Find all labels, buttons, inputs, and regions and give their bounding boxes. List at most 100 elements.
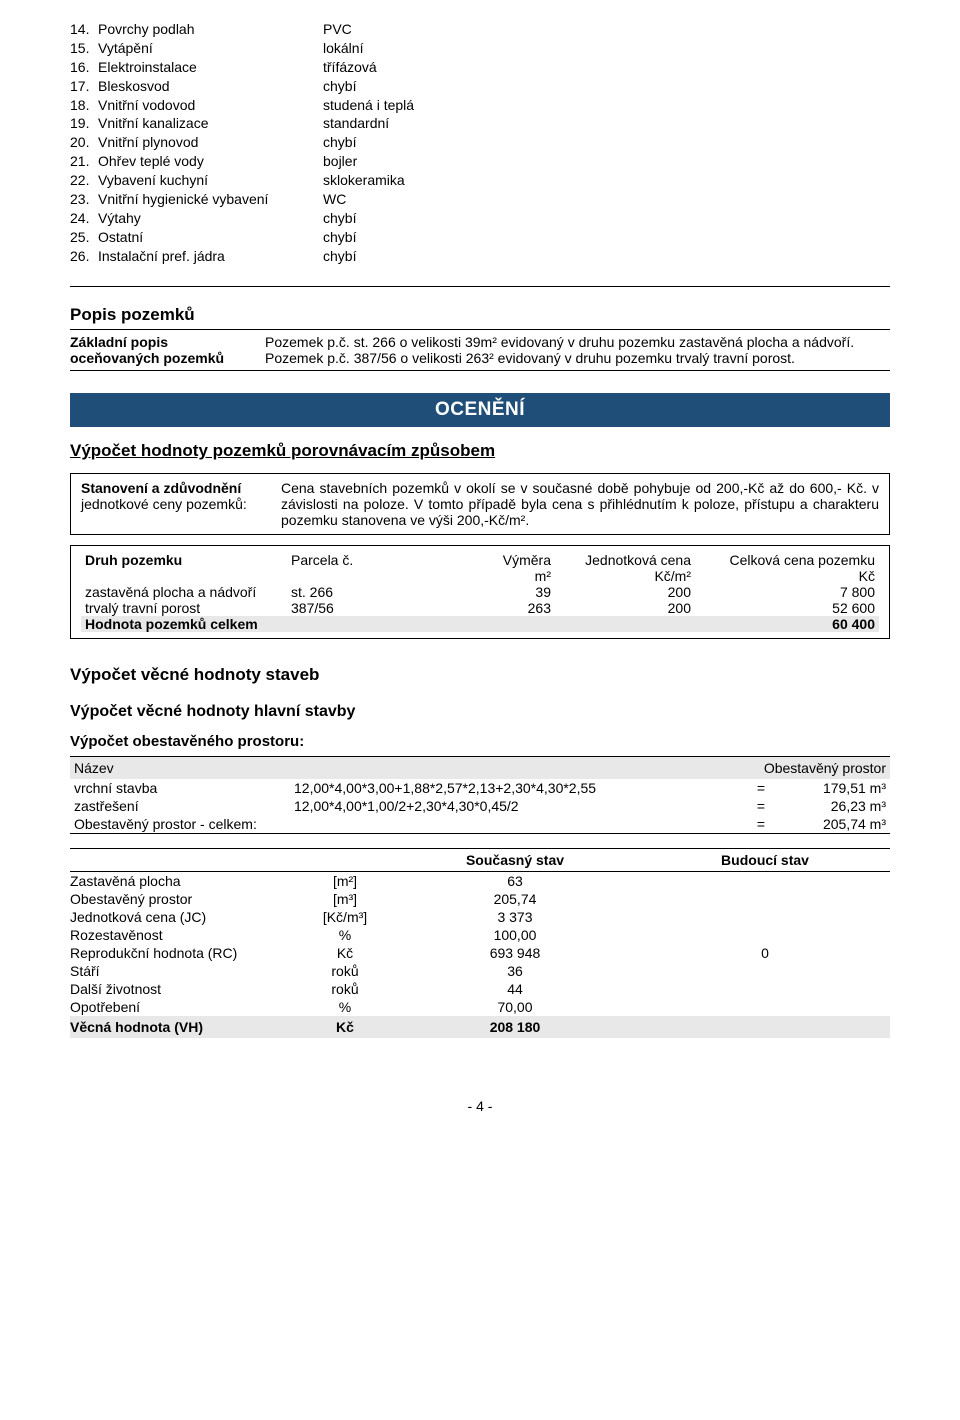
attr-row: 26.Instalační pref. jádrachybí <box>70 247 890 266</box>
oceneni-banner: OCENĚNÍ <box>70 393 890 427</box>
attr-num: 26. <box>70 247 98 266</box>
stav-s2 <box>640 873 890 889</box>
attr-row: 19.Vnitřní kanalizacestandardní <box>70 114 890 133</box>
attr-num: 16. <box>70 58 98 77</box>
obest-v: 179,51 m³ <box>776 780 886 796</box>
attr-num: 14. <box>70 20 98 39</box>
stav-l: Další životnost <box>70 981 300 997</box>
attr-val: chybí <box>323 247 356 266</box>
popis-right-1: Pozemek p.č. st. 266 o velikosti 39m² ev… <box>265 334 890 350</box>
attr-val: chybí <box>323 77 356 96</box>
popis-right: Pozemek p.č. st. 266 o velikosti 39m² ev… <box>265 334 890 366</box>
stav-row: Obestavěný prostor[m³]205,74 <box>70 890 890 908</box>
attribute-list: 14.Povrchy podlahPVC15.Vytápěnílokální16… <box>70 20 890 266</box>
attr-row: 23.Vnitřní hygienické vybaveníWC <box>70 190 890 209</box>
attr-row: 15.Vytápěnílokální <box>70 39 890 58</box>
land-c1: zastavěná plocha a nádvoří <box>81 584 291 600</box>
obest-table: Název Obestavěný prostor vrchní stavba12… <box>70 756 890 834</box>
attr-val: standardní <box>323 114 389 133</box>
attr-label: Elektroinstalace <box>98 58 323 77</box>
stav-l: Obestavěný prostor <box>70 891 300 907</box>
attr-row: 14.Povrchy podlahPVC <box>70 20 890 39</box>
stav-row: Další životnostroků44 <box>70 980 890 998</box>
obest-head: Název Obestavěný prostor <box>70 757 890 779</box>
land-c4: 200 <box>551 600 691 616</box>
popis-left: Základní popis oceňovaných pozemků <box>70 334 265 366</box>
land-c4: 200 <box>551 584 691 600</box>
obest-h-n: Název <box>74 760 324 776</box>
attr-row: 20.Vnitřní plynovodchybí <box>70 133 890 152</box>
attr-val: třífázová <box>323 58 377 77</box>
stav-t-u: Kč <box>300 1019 390 1035</box>
land-h-c4: Jednotková cena <box>551 552 691 568</box>
land-c3: 39 <box>421 584 551 600</box>
stav-u: roků <box>300 963 390 979</box>
attr-label: Vnitřní plynovod <box>98 133 323 152</box>
stav-row: Zastavěná plocha[m²]63 <box>70 872 890 890</box>
stav-u: Kč <box>300 945 390 961</box>
obest-n: vrchní stavba <box>74 780 294 796</box>
stav-u: % <box>300 999 390 1015</box>
land-total-label: Hodnota pozemků celkem <box>81 616 719 632</box>
attr-row: 25.Ostatníchybí <box>70 228 890 247</box>
popis-heading: Popis pozemků <box>70 305 890 325</box>
attr-row: 16.Elektroinstalacetřífázová <box>70 58 890 77</box>
attr-label: Vytápění <box>98 39 323 58</box>
obest-row: Obestavěný prostor - celkem:=205,74 m³ <box>70 815 890 833</box>
obest-eq: = <box>746 798 776 814</box>
land-head: Druh pozemku Parcela č. Výměra Jednotkov… <box>81 552 879 568</box>
attr-row: 17.Bleskosvodchybí <box>70 77 890 96</box>
stav-s1: 36 <box>390 963 640 979</box>
obest-eq: = <box>746 816 776 832</box>
attr-num: 18. <box>70 96 98 115</box>
stav-s2 <box>640 981 890 997</box>
attr-row: 18.Vnitřní vodovodstudená i teplá <box>70 96 890 115</box>
stav-row: Reprodukční hodnota (RC)Kč693 9480 <box>70 944 890 962</box>
attr-label: Instalační pref. jádra <box>98 247 323 266</box>
obest-f: 12,00*4,00*1,00/2+2,30*4,30*0,45/2 <box>294 798 746 814</box>
stav-row: Rozestavěnost%100,00 <box>70 926 890 944</box>
vvs-heading: Výpočet věcné hodnoty staveb <box>70 665 890 685</box>
land-h-c1: Druh pozemku <box>81 552 291 568</box>
obest-v: 205,74 m³ <box>776 816 886 832</box>
attr-label: Vybavení kuchyní <box>98 171 323 190</box>
land-c2: st. 266 <box>291 584 421 600</box>
attr-val: chybí <box>323 228 356 247</box>
obest-f <box>294 816 746 832</box>
stav-s1: 63 <box>390 873 640 889</box>
land-s-c4: Kč/m² <box>551 568 691 584</box>
attr-val: chybí <box>323 133 356 152</box>
obest-row: vrchní stavba12,00*4,00*3,00+1,88*2,57*2… <box>70 779 890 797</box>
attr-label: Ohřev teplé vody <box>98 152 323 171</box>
attr-label: Bleskosvod <box>98 77 323 96</box>
stav-row: Opotřebení%70,00 <box>70 998 890 1016</box>
stav-h-s2: Budoucí stav <box>640 852 890 868</box>
attr-num: 17. <box>70 77 98 96</box>
land-s-c5: Kč <box>691 568 879 584</box>
attr-row: 21.Ohřev teplé vodybojler <box>70 152 890 171</box>
attr-num: 21. <box>70 152 98 171</box>
stan-left-2: jednotkové ceny pozemků: <box>81 496 281 512</box>
attr-val: bojler <box>323 152 357 171</box>
land-total: Hodnota pozemků celkem 60 400 <box>81 616 879 632</box>
attr-label: Ostatní <box>98 228 323 247</box>
stav-l: Opotřebení <box>70 999 300 1015</box>
stav-u: % <box>300 927 390 943</box>
attr-num: 20. <box>70 133 98 152</box>
land-h-c2: Parcela č. <box>291 552 421 568</box>
stav-u: [m³] <box>300 891 390 907</box>
land-h-c5: Celková cena pozemku <box>691 552 879 568</box>
land-h-c3: Výměra <box>421 552 551 568</box>
stav-u: roků <box>300 981 390 997</box>
attr-row: 24.Výtahychybí <box>70 209 890 228</box>
attr-val: sklokeramika <box>323 171 405 190</box>
land-sub: m² Kč/m² Kč <box>81 568 879 584</box>
stav-u: [Kč/m³] <box>300 909 390 925</box>
attr-label: Povrchy podlah <box>98 20 323 39</box>
attr-val: lokální <box>323 39 363 58</box>
stav-t-s2 <box>640 1019 890 1035</box>
stav-t-l: Věcná hodnota (VH) <box>70 1019 300 1035</box>
stav-s2 <box>640 927 890 943</box>
land-s-c3: m² <box>421 568 551 584</box>
attr-label: Vnitřní vodovod <box>98 96 323 115</box>
